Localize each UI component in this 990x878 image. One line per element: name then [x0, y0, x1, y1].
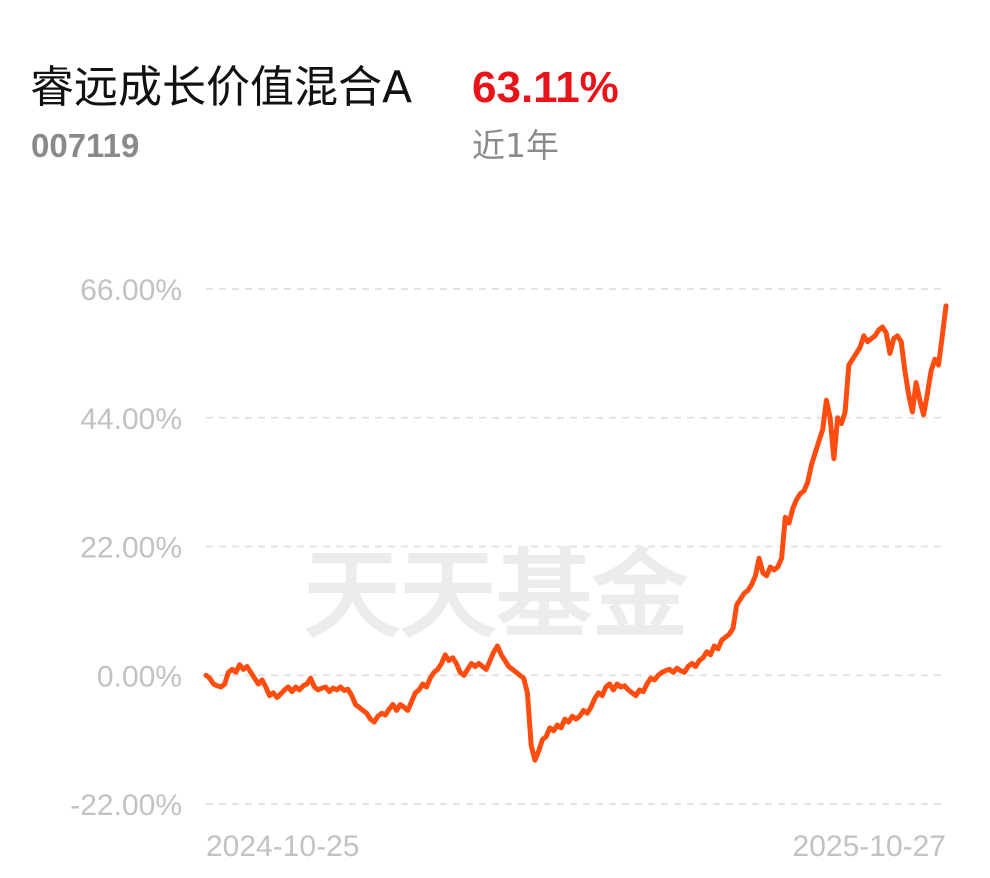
x-tick-label: 2024-10-25	[206, 830, 359, 863]
y-tick-label: -22.00%	[70, 789, 182, 822]
fund-name: 睿远成长价值混合A	[30, 62, 413, 113]
period-label: 近1年	[472, 126, 559, 165]
y-axis-tick-labels: 66.00% 44.00% 22.00% 0.00% -22.00%	[70, 274, 182, 822]
x-tick-label: 2025-10-27	[793, 830, 946, 863]
y-tick-label: 22.00%	[80, 532, 182, 565]
y-tick-label: 66.00%	[80, 274, 182, 307]
y-tick-label: 0.00%	[97, 660, 182, 693]
period-return-value: 63.11%	[472, 63, 619, 112]
y-tick-label: 44.00%	[80, 403, 182, 436]
watermark: 天天基金	[304, 539, 689, 651]
x-axis-tick-labels: 2024-10-25 2025-10-27	[206, 830, 946, 863]
return-series-line	[203, 303, 949, 763]
fund-code: 007119	[31, 127, 140, 164]
